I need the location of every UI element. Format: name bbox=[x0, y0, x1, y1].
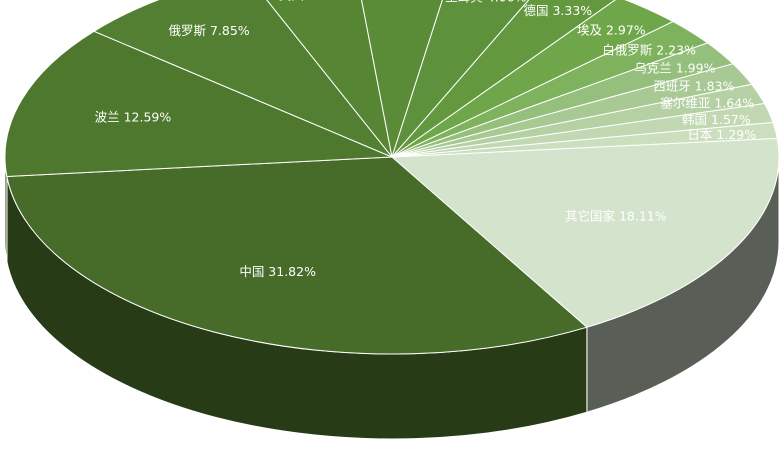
slice-label-13: 韩国 1.57% bbox=[682, 112, 751, 127]
slice-14 bbox=[391, 121, 778, 158]
slice-labels: 其它国家 18.11% 中国 31.82% 波兰 12.59% 俄罗斯 7.85% 美国… bbox=[95, 0, 757, 279]
slice-3 bbox=[92, 0, 393, 158]
slice-4 bbox=[266, 0, 393, 158]
slice-label-10: 乌克兰 1.99% bbox=[634, 61, 715, 76]
slice-label-9: 白俄罗斯 2.23% bbox=[602, 42, 696, 57]
slice-label-2: 波兰 12.59% bbox=[95, 110, 172, 125]
slice-2 bbox=[4, 30, 393, 178]
slice-5 bbox=[361, 0, 443, 158]
slice-label-14: 日本 1.29% bbox=[687, 127, 756, 142]
slice-label-11: 西班牙 1.83% bbox=[653, 79, 734, 94]
slice-label-4: 美国 4.57% bbox=[279, 0, 348, 2]
slice-0 bbox=[390, 137, 780, 328]
slice-label-6: 土耳其 4.06% bbox=[445, 0, 526, 5]
slice-7 bbox=[391, 0, 616, 158]
slice-label-1: 中国 31.82% bbox=[239, 264, 316, 279]
pie-top-slices bbox=[4, 0, 780, 355]
slice-label-0: 其它国家 18.11% bbox=[565, 208, 667, 223]
slice-label-7: 德国 3.33% bbox=[523, 3, 592, 18]
slice-1 bbox=[6, 156, 588, 355]
slice-label-12: 塞尔维亚 1.64% bbox=[660, 96, 754, 111]
slice-label-3: 俄罗斯 7.85% bbox=[168, 23, 249, 38]
slice-label-8: 埃及 2.97% bbox=[577, 23, 646, 38]
